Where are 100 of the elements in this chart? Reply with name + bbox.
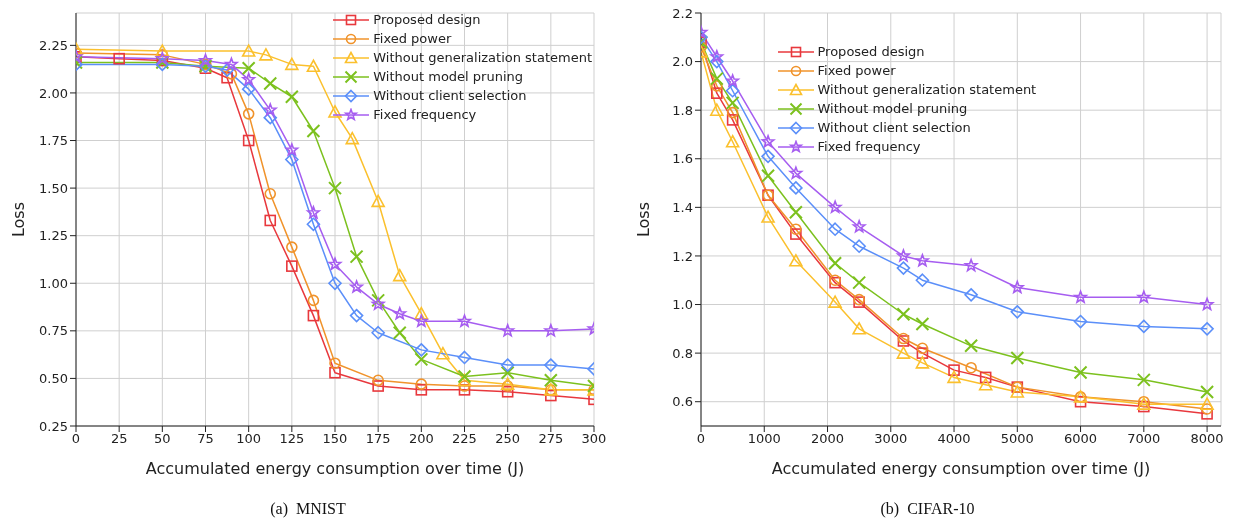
x-tick-label: 100 [236,431,262,447]
x-tick-label: 6000 [1064,431,1098,447]
point [1010,305,1025,319]
point [726,74,740,87]
point [852,239,866,254]
y-tick-label: 1.00 [39,275,68,291]
point [329,366,341,379]
legend-label: Fixed power [373,30,452,48]
point [789,181,803,195]
point [725,83,740,98]
point [284,89,299,104]
y-tick-label: 0.50 [39,371,68,387]
point [1010,350,1025,365]
legend-label: Without generalization statement [373,49,592,67]
point [224,57,238,71]
y-tick-label: 0.6 [672,394,693,410]
x-tick-label: 225 [452,431,477,447]
point [790,223,802,236]
point [1010,385,1025,398]
legend-label: Without model pruning [373,68,524,86]
point [285,152,299,167]
point [761,149,775,164]
x-tick-label: 150 [322,431,348,447]
point [198,53,213,67]
x-tick-label: 75 [197,431,214,447]
point [852,275,867,290]
point [328,276,342,291]
y-tick-label: 1.50 [39,180,68,196]
point [828,222,842,237]
point [544,358,558,372]
text: (b) CIFAR-10 [879,500,976,518]
point [263,103,277,116]
point [761,134,775,148]
x-tick-label: 125 [279,431,305,447]
legend-label: Without generalization statement [817,81,1037,99]
legend-label: Without client selection [373,87,527,105]
y-tick-label: 1.25 [39,228,68,244]
point [329,357,341,369]
point [710,103,724,116]
point [790,228,802,240]
y-tick-label: 2.25 [39,37,68,53]
point [225,68,238,80]
point [726,106,739,119]
point [915,254,929,267]
point [916,347,929,359]
point [393,306,407,320]
x-tick-label: 4000 [937,431,971,447]
point [978,377,993,391]
point [915,356,930,369]
point [241,44,256,57]
y-tick-label: 2.2 [672,5,693,21]
legend-label: Without model pruning [817,100,968,118]
legend-label: Proposed design [817,43,925,61]
point [828,295,842,308]
point [916,342,929,355]
point [436,346,450,360]
point [328,105,342,118]
x-tick-label: 275 [538,431,564,447]
point [1073,314,1088,329]
point [711,80,723,92]
point [264,188,277,200]
point [221,71,233,84]
point [457,314,472,327]
point [896,346,911,359]
point [306,59,321,73]
point [306,124,321,138]
point [1074,290,1088,303]
y-tick-label: 0.25 [39,418,68,434]
point [725,95,740,110]
point [286,241,298,253]
x-tick-label: 8000 [1190,431,1224,447]
point [964,258,978,272]
point [544,324,558,337]
point [1073,365,1088,380]
y-tick-label: 1.75 [39,133,68,149]
point [964,338,979,353]
point [286,260,298,272]
x-tick-label: 0 [71,431,81,447]
x-tick-label: 50 [154,431,171,447]
point [306,206,320,219]
point [345,131,360,145]
point [828,256,843,271]
point [458,384,471,396]
point [285,143,299,156]
point [1200,384,1215,399]
point [1137,319,1151,334]
point [113,52,125,65]
point [896,249,910,262]
point [501,324,515,337]
point [500,365,515,380]
point [543,373,558,388]
point [789,166,803,179]
x-axis-title: Accumulated energy consumption over time (J) [771,459,1151,478]
point [415,384,428,396]
point [372,380,384,392]
point [242,72,256,86]
y-tick-label: 1.4 [672,199,693,215]
point [458,380,471,392]
point [285,57,299,71]
y-axis-title: Loss [8,201,28,238]
